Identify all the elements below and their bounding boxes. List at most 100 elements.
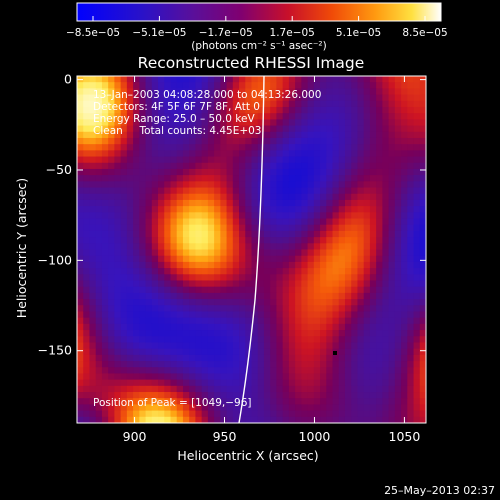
heatmap-cell bbox=[151, 181, 159, 188]
heatmap-cell bbox=[139, 230, 146, 238]
heatmap-cell bbox=[351, 168, 358, 176]
heatmap-cell bbox=[133, 268, 140, 275]
heatmap-cell bbox=[189, 342, 196, 350]
heatmap-cell bbox=[151, 305, 159, 312]
heatmap-cell bbox=[295, 100, 302, 108]
heatmap-cell bbox=[276, 199, 284, 207]
heatmap-cell bbox=[376, 162, 383, 170]
heatmap-cell bbox=[413, 317, 421, 325]
heatmap-cell bbox=[214, 193, 221, 201]
heatmap-cell bbox=[295, 373, 302, 381]
heatmap-cell bbox=[245, 237, 252, 244]
heatmap-cell bbox=[270, 336, 277, 343]
heatmap-cell bbox=[257, 311, 265, 319]
heatmap-cell bbox=[220, 76, 227, 83]
heatmap-cell bbox=[382, 261, 390, 269]
heatmap-cell bbox=[120, 187, 128, 195]
heatmap-cell bbox=[270, 243, 277, 250]
heatmap-cell bbox=[307, 354, 315, 362]
heatmap-cell bbox=[164, 416, 171, 423]
heatmap-cell bbox=[126, 156, 134, 164]
heatmap-cell bbox=[344, 212, 352, 219]
heatmap-cell bbox=[170, 162, 178, 170]
heatmap-cell bbox=[189, 286, 196, 294]
heatmap-cell bbox=[301, 206, 308, 213]
heatmap-cell bbox=[89, 113, 97, 120]
heatmap-cell bbox=[388, 94, 396, 102]
heatmap-cell bbox=[276, 255, 284, 263]
heatmap-cell bbox=[164, 144, 171, 151]
heatmap-cell bbox=[276, 88, 284, 95]
heatmap-cell bbox=[382, 181, 390, 188]
heatmap-cell bbox=[413, 274, 421, 281]
heatmap-cell bbox=[351, 162, 358, 170]
heatmap-cell bbox=[276, 76, 284, 83]
heatmap-cell bbox=[376, 398, 383, 405]
heatmap-cell bbox=[89, 348, 97, 356]
heatmap-cell bbox=[338, 88, 346, 95]
heatmap-cell bbox=[363, 212, 371, 219]
heatmap-cell bbox=[89, 100, 97, 108]
heatmap-cell bbox=[245, 305, 252, 312]
heatmap-cell bbox=[108, 410, 115, 418]
heatmap-cell bbox=[220, 410, 227, 418]
heatmap-cell bbox=[382, 342, 390, 350]
heatmap-cell bbox=[251, 150, 259, 157]
heatmap-cell bbox=[357, 113, 365, 120]
heatmap-cell bbox=[363, 354, 371, 362]
heatmap-cell bbox=[369, 367, 377, 374]
heatmap-cell bbox=[145, 156, 153, 164]
heatmap-cell bbox=[226, 144, 234, 151]
heatmap-cell bbox=[270, 218, 277, 226]
heatmap-cell bbox=[363, 88, 371, 95]
heatmap-cell bbox=[245, 416, 252, 423]
heatmap-cell bbox=[164, 230, 171, 238]
heatmap-cell bbox=[270, 367, 277, 374]
heatmap-cell bbox=[245, 168, 252, 176]
heatmap-cell bbox=[201, 119, 209, 126]
heatmap-cell bbox=[195, 156, 203, 164]
heatmap-cell bbox=[170, 100, 178, 108]
heatmap-cell bbox=[251, 249, 259, 257]
heatmap-cell bbox=[257, 261, 265, 269]
heatmap-cell bbox=[251, 416, 259, 423]
heatmap-cell bbox=[326, 323, 333, 331]
heatmap-cell bbox=[394, 379, 402, 387]
heatmap-cell bbox=[176, 168, 184, 176]
heatmap-cell bbox=[114, 224, 122, 232]
heatmap-cell bbox=[282, 348, 290, 356]
heatmap-cell bbox=[326, 224, 333, 232]
heatmap-cell bbox=[214, 305, 221, 312]
heatmap-cell bbox=[301, 261, 308, 269]
heatmap-cell bbox=[77, 175, 84, 182]
heatmap-cell bbox=[369, 336, 377, 343]
heatmap-cell bbox=[288, 398, 296, 405]
heatmap-cell bbox=[326, 261, 333, 269]
heatmap-cell bbox=[189, 255, 196, 263]
heatmap-cell bbox=[313, 181, 321, 188]
heatmap-cell bbox=[363, 100, 371, 108]
heatmap-cell bbox=[95, 243, 103, 250]
heatmap-cell bbox=[413, 100, 421, 108]
heatmap-cell bbox=[363, 76, 371, 83]
heatmap-cell bbox=[145, 323, 153, 331]
heatmap-cell bbox=[214, 119, 221, 126]
heatmap-cell bbox=[189, 137, 196, 145]
heatmap-cell bbox=[363, 193, 371, 201]
heatmap-cell bbox=[338, 311, 346, 319]
heatmap-cell bbox=[139, 280, 146, 288]
heatmap-cell bbox=[101, 199, 109, 207]
heatmap-cell bbox=[388, 76, 396, 83]
heatmap-cell bbox=[214, 237, 221, 244]
heatmap-cell bbox=[351, 367, 358, 374]
heatmap-cell bbox=[176, 131, 184, 139]
heatmap-cell bbox=[126, 280, 134, 288]
heatmap-cell bbox=[338, 131, 346, 139]
heatmap-cell bbox=[413, 193, 421, 201]
heatmap-cell bbox=[369, 144, 377, 151]
heatmap-cell bbox=[376, 150, 383, 157]
heatmap-cell bbox=[195, 274, 203, 281]
heatmap-cell bbox=[77, 299, 84, 306]
heatmap-cell bbox=[176, 249, 184, 257]
heatmap-cell bbox=[182, 156, 190, 164]
